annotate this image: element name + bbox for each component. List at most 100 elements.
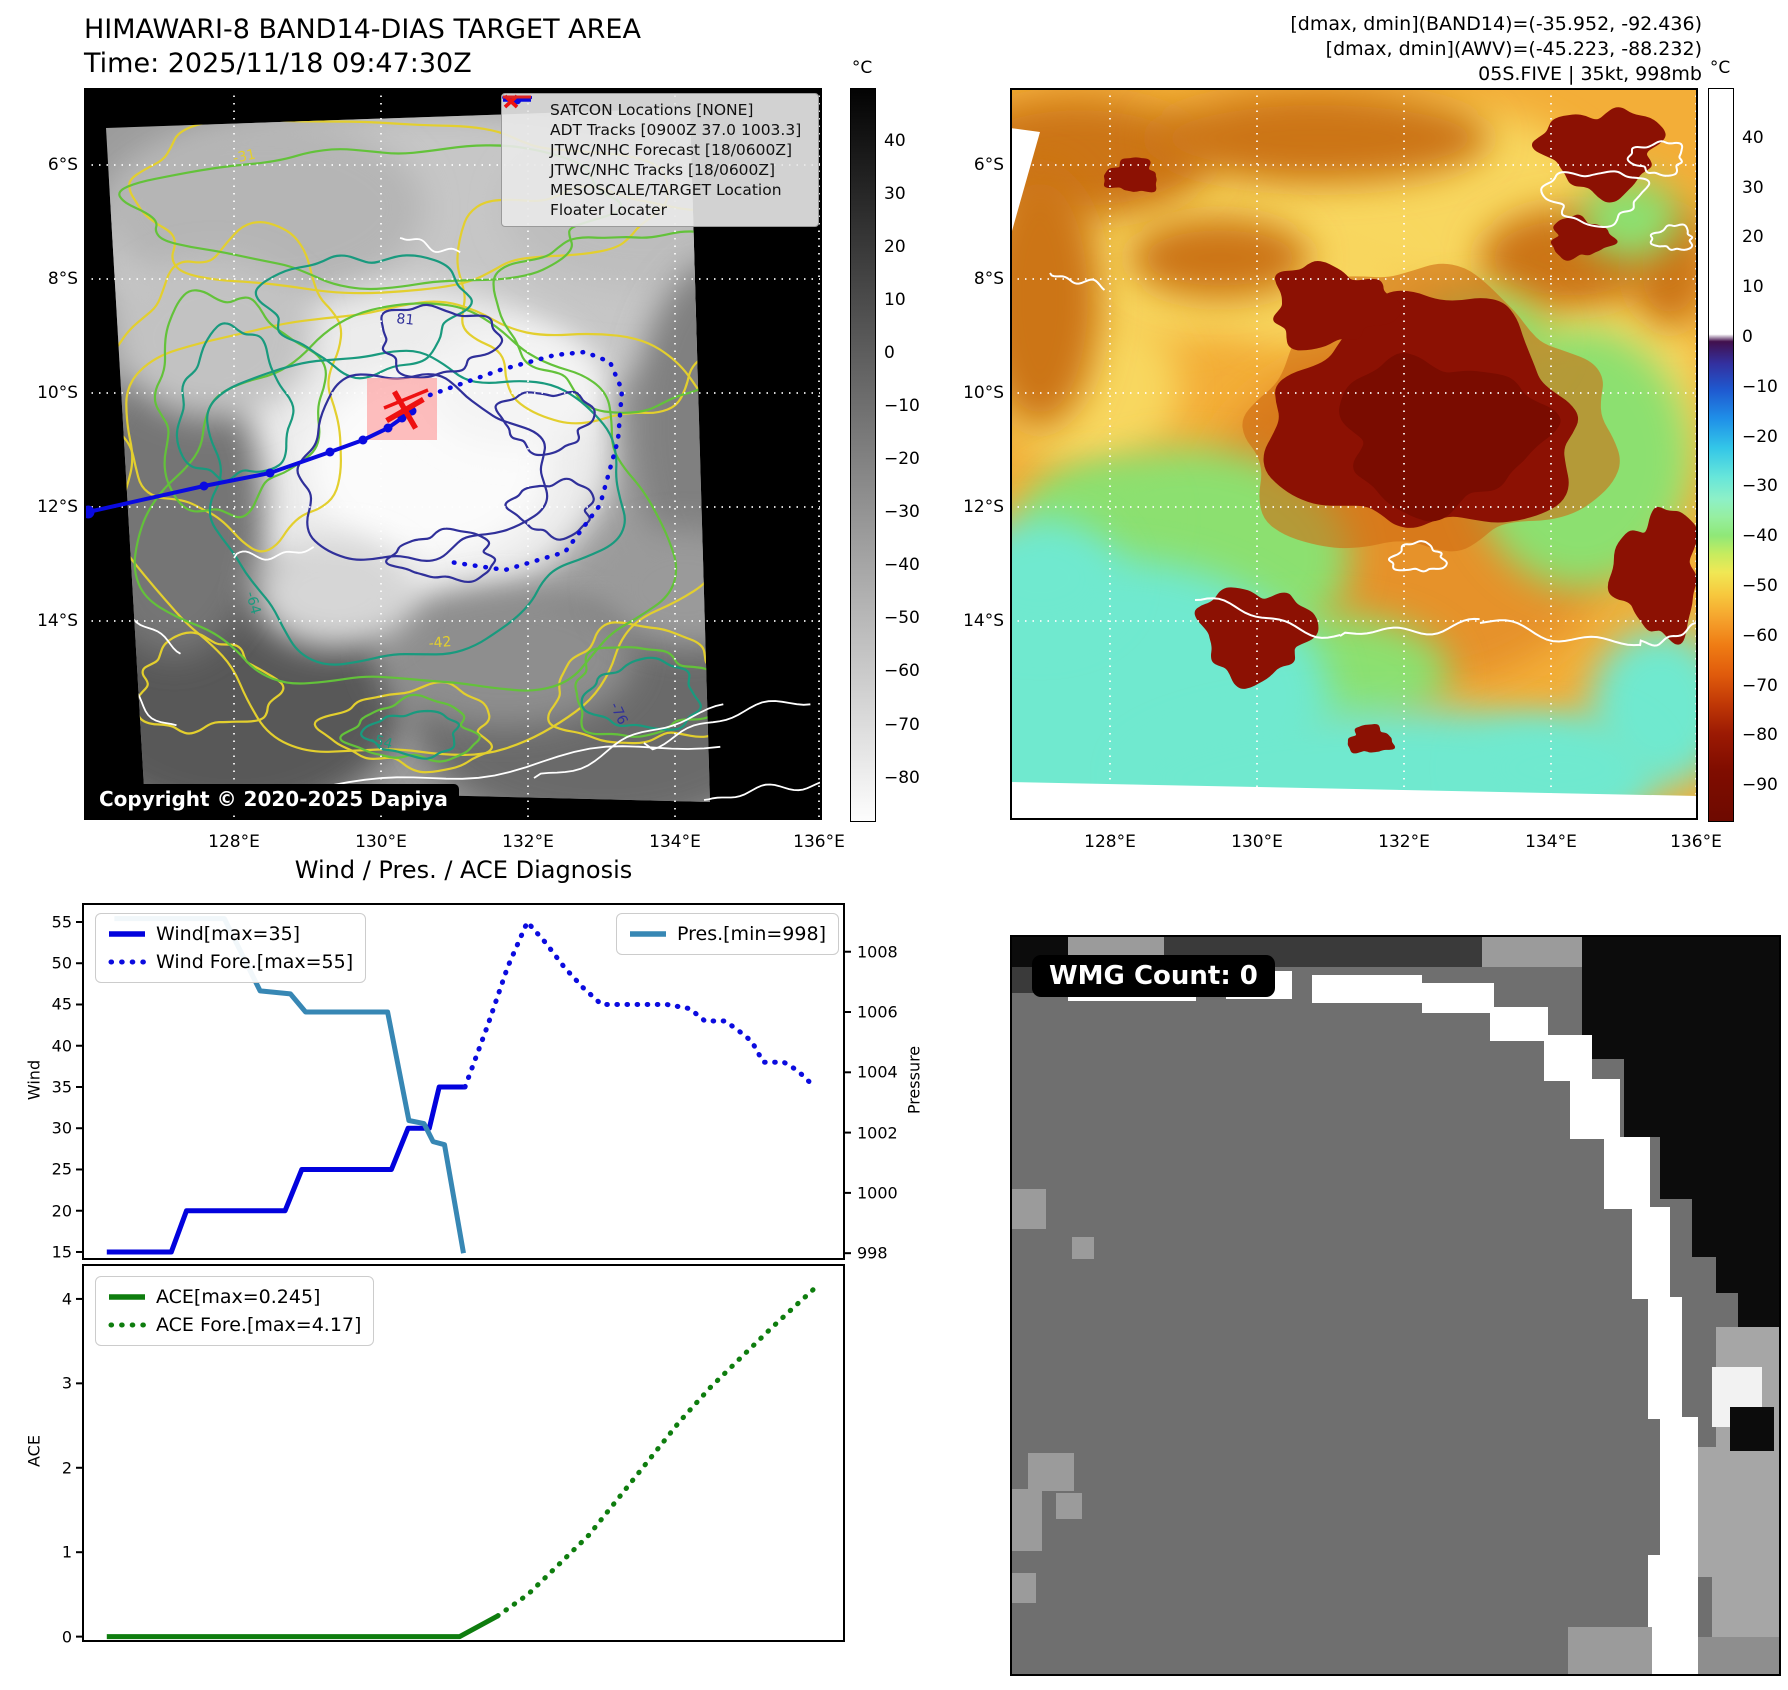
band14-colorbar-tick-label: −30 bbox=[884, 502, 920, 523]
pressure-axis-label: Pressure bbox=[904, 1045, 924, 1115]
chart-tick-label: 1006 bbox=[857, 1002, 898, 1022]
series-Wind[max=35] bbox=[106, 1084, 465, 1255]
wind-pressure-chart: Wind[max=35] Wind Fore.[max=55] Pres.[mi… bbox=[76, 903, 851, 1260]
awv-colorbar-tick-label: −70 bbox=[1742, 675, 1778, 696]
legend-label: ACE Fore.[max=4.17] bbox=[156, 1314, 362, 1336]
band14-lon-tick-label: 130°E bbox=[355, 832, 407, 852]
legend-row-satcon: SATCON Locations [NONE] bbox=[503, 94, 810, 120]
band14-lat-tick-label: 8°S bbox=[47, 269, 78, 289]
chart-tick-label: 2 bbox=[61, 1458, 72, 1478]
awv-colorbar-tick-label: 30 bbox=[1742, 177, 1764, 198]
awv-colorbar-tick-label: −80 bbox=[1742, 725, 1778, 746]
pressure-legend: Pres.[min=998] bbox=[616, 913, 839, 955]
awv-lon-tick-label: 132°E bbox=[1378, 832, 1430, 852]
chart-tick-label: 40 bbox=[51, 1036, 72, 1056]
ace-fore-legend-row: ACE Fore.[max=4.17] bbox=[108, 1311, 361, 1339]
chart-tick-label: 1000 bbox=[857, 1183, 898, 1203]
chart-tick-label: 55 bbox=[51, 912, 72, 932]
awv-colorbar-tick-label: −30 bbox=[1742, 476, 1778, 497]
awv-colorbar-tick-label: −90 bbox=[1742, 775, 1778, 796]
awv-colorbar-tick-label: 20 bbox=[1742, 227, 1764, 248]
contour-label: -64 bbox=[242, 590, 263, 616]
awv-lon-tick-label: 128°E bbox=[1084, 832, 1136, 852]
awv-colorbar-unit: °C bbox=[1709, 58, 1731, 78]
band14-lat-tick-label: 6°S bbox=[47, 155, 78, 175]
chart-tick-label: 1 bbox=[61, 1542, 72, 1562]
wind-dotted-marker bbox=[108, 958, 148, 966]
series-Wind Fore.[max=55] bbox=[462, 919, 813, 1090]
legend-label: SATCON Locations [NONE] bbox=[550, 101, 754, 119]
chart-tick-label: 3 bbox=[61, 1373, 72, 1393]
legend-row-mesoscale: MESOSCALE/TARGET Location bbox=[503, 94, 810, 200]
ace-axis-label: ACE bbox=[24, 1435, 44, 1467]
band14-satellite-map: -31 -42 -54 -64 -76 81 SATCON Locations [NONE… bbox=[84, 88, 822, 820]
chart-tick-label: 45 bbox=[51, 994, 72, 1014]
legend-row-track: JTWC/NHC Tracks [18/0600Z] bbox=[503, 95, 810, 180]
chart-tick-label: 50 bbox=[51, 953, 72, 973]
band14-lon-tick-label: 136°E bbox=[793, 832, 845, 852]
awv-colorbar bbox=[1708, 88, 1734, 822]
contour-label: 81 bbox=[396, 311, 415, 329]
awv-colorbar-tick-label: −60 bbox=[1742, 625, 1778, 646]
ace-plot bbox=[76, 1282, 822, 1640]
contour-label: -54 bbox=[368, 731, 394, 752]
pressure-line-marker bbox=[629, 930, 667, 938]
legend-label: ACE[max=0.245] bbox=[156, 1286, 321, 1308]
awv-lat-tick-label: 8°S bbox=[973, 269, 1004, 289]
legend-label: Pres.[min=998] bbox=[677, 923, 826, 945]
band14-colorbar-tick-label: −60 bbox=[884, 661, 920, 682]
awv-colorbar-tick-label: −20 bbox=[1742, 426, 1778, 447]
legend-label: Wind Fore.[max=55] bbox=[156, 951, 354, 973]
band14-colorbar-tick-label: 20 bbox=[884, 237, 906, 258]
series-ACE[max=0.245] bbox=[106, 1613, 499, 1640]
legend-label: Floater Locater bbox=[550, 201, 667, 219]
band14-colorbar-tick-label: 10 bbox=[884, 290, 906, 311]
ace-solid-marker bbox=[108, 1293, 146, 1301]
wind-legend-row: Wind[max=35] bbox=[108, 920, 353, 948]
awv-colorbar-tick-label: −10 bbox=[1742, 376, 1778, 397]
diagnosis-title: Wind / Pres. / ACE Diagnosis bbox=[294, 856, 633, 884]
awv-lat-tick-label: 14°S bbox=[963, 611, 1004, 631]
chart-tick-label: 4 bbox=[61, 1289, 72, 1309]
awv-map-canvas bbox=[1010, 88, 1698, 820]
awv-lat-tick-label: 6°S bbox=[973, 155, 1004, 175]
awv-lat-tick-label: 10°S bbox=[963, 383, 1004, 403]
band14-colorbar-tick-label: −80 bbox=[884, 767, 920, 788]
awv-lon-tick-label: 136°E bbox=[1670, 832, 1722, 852]
storm-status-line: 05S.FIVE | 35kt, 998mb bbox=[1478, 63, 1702, 86]
band14-colorbar-tick-label: 30 bbox=[884, 184, 906, 205]
stats-line-band14: [dmax, dmin](BAND14)=(-35.952, -92.436) bbox=[1290, 13, 1702, 35]
chart-tick-label: 0 bbox=[61, 1627, 72, 1647]
chart-tick-label: 30 bbox=[51, 1118, 72, 1138]
band14-map-legend: SATCON Locations [NONE] ADT Tracks [0900… bbox=[501, 93, 819, 227]
contour-label: -42 bbox=[428, 634, 452, 652]
band14-colorbar-tick-label: −20 bbox=[884, 449, 920, 470]
ace-dotted-marker bbox=[108, 1321, 148, 1329]
wmg-canvas bbox=[1012, 937, 1779, 1674]
awv-colorbar-tick-label: −40 bbox=[1742, 526, 1778, 547]
band14-lat-tick-label: 10°S bbox=[37, 383, 78, 403]
wind-fore-legend-row: Wind Fore.[max=55] bbox=[108, 948, 353, 976]
awv-lon-tick-label: 130°E bbox=[1231, 832, 1283, 852]
band14-lon-tick-label: 134°E bbox=[649, 832, 701, 852]
band14-subtitle: Time: 2025/11/18 09:47:30Z bbox=[84, 48, 472, 79]
chart-tick-label: 20 bbox=[51, 1201, 72, 1221]
chart-tick-label: 1002 bbox=[857, 1123, 898, 1143]
wmg-classification-panel: WMG Count: 0 bbox=[1010, 935, 1781, 1676]
legend-label: ADT Tracks [0900Z 37.0 1003.3] bbox=[550, 121, 802, 139]
series-ACE Fore.[max=4.17] bbox=[495, 1282, 822, 1619]
awv-colorbar-tick-label: 40 bbox=[1742, 127, 1764, 148]
band14-lon-tick-label: 132°E bbox=[502, 832, 554, 852]
band14-lat-tick-label: 14°S bbox=[37, 611, 78, 631]
chart-tick-label: 998 bbox=[857, 1243, 888, 1263]
band14-title: HIMAWARI-8 BAND14-DIAS TARGET AREA bbox=[84, 14, 641, 45]
band14-colorbar-tick-label: −70 bbox=[884, 714, 920, 735]
band14-lat-tick-label: 12°S bbox=[37, 497, 78, 517]
chart-tick-label: 1004 bbox=[857, 1062, 898, 1082]
awv-colorbar-tick-label: 0 bbox=[1742, 326, 1753, 347]
band14-colorbar-tick-label: −40 bbox=[884, 555, 920, 576]
ace-chart: ACE[max=0.245] ACE Fore.[max=4.17] bbox=[76, 1264, 845, 1642]
wmg-count-badge: WMG Count: 0 bbox=[1032, 955, 1275, 997]
band14-colorbar-unit: °C bbox=[851, 58, 873, 78]
band14-colorbar-tick-label: −50 bbox=[884, 608, 920, 629]
